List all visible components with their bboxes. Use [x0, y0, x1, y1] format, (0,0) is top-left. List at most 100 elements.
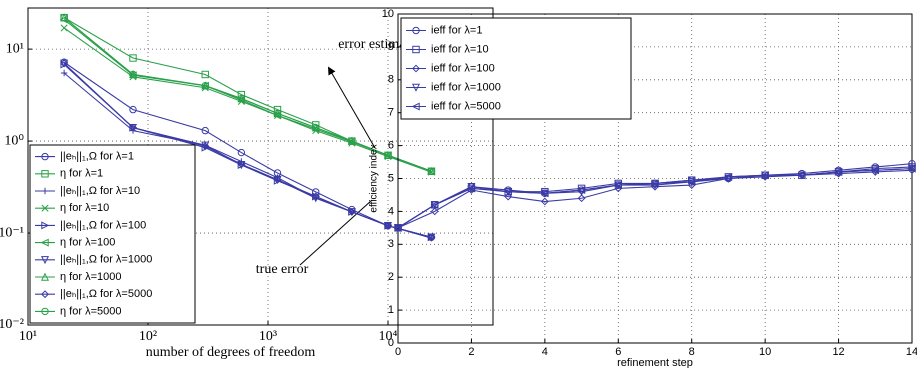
- data-point: [467, 184, 476, 193]
- legend-label: ||eₕ||₁,Ω for λ=1000: [60, 254, 152, 266]
- series-line: [397, 169, 913, 229]
- legend-label: η for λ=1: [60, 168, 103, 180]
- data-point: [613, 181, 622, 190]
- y-tick-label: 7: [388, 107, 394, 119]
- data-point: [384, 151, 392, 160]
- legend-label: ieff for λ=10: [431, 43, 489, 55]
- y-tick-label: 8: [388, 74, 394, 86]
- data-point: [129, 70, 137, 79]
- y-tick-label: 10⁻²: [0, 317, 24, 332]
- series-line: [397, 168, 913, 229]
- data-point: [273, 109, 282, 118]
- data-point: [237, 160, 246, 169]
- data-point: [724, 172, 733, 181]
- data-point: [129, 123, 137, 132]
- legend-label: ||eₕ||₁,Ω for λ=100: [60, 219, 146, 231]
- legend-marker: [412, 45, 420, 54]
- data-point: [430, 200, 439, 209]
- legend-box: [400, 17, 632, 120]
- series-line: [63, 17, 432, 172]
- legend-marker: [41, 204, 49, 212]
- x-tick-label: 14: [906, 346, 917, 358]
- x-tick-label: 4: [542, 346, 548, 358]
- legend-marker: [41, 307, 49, 316]
- y-tick-label: 10⁻¹: [0, 225, 24, 240]
- arrow: [299, 199, 373, 266]
- legend-marker: [40, 272, 50, 281]
- data-point: [201, 70, 209, 79]
- arrow: [328, 66, 376, 149]
- legend-marker: [41, 221, 50, 230]
- x-tick-label: 8: [689, 346, 695, 358]
- legend-marker: [412, 26, 420, 35]
- data-point: [60, 13, 68, 22]
- legend-label: ieff for λ=100: [431, 62, 495, 74]
- data-point: [201, 82, 209, 90]
- series-line: [63, 61, 432, 238]
- y-tick-label: 10: [382, 8, 394, 20]
- legend-box: [29, 144, 196, 324]
- legend-label: ieff for λ=5000: [431, 100, 501, 112]
- x-tick-label: 10²: [139, 329, 157, 344]
- y-tick-label: 2: [388, 271, 394, 283]
- data-point: [60, 69, 68, 77]
- x-tick-label: 10³: [259, 329, 277, 344]
- legend-label: η for λ=5000: [60, 305, 121, 317]
- legend-marker: [412, 64, 420, 73]
- data-point: [393, 224, 403, 233]
- data-point: [129, 105, 137, 114]
- data-point: [760, 171, 769, 180]
- data-point: [393, 223, 402, 232]
- annotation: true error: [256, 262, 309, 277]
- data-point: [504, 192, 513, 201]
- legend-marker: [41, 152, 49, 161]
- data-point: [540, 189, 549, 198]
- y-tick-label: 6: [388, 140, 394, 152]
- y-tick-label: 5: [388, 172, 394, 184]
- data-point: [347, 207, 356, 216]
- legend-marker: [411, 102, 420, 111]
- x-tick-label: 10: [759, 346, 771, 358]
- y-tick-label: 4: [388, 205, 394, 217]
- y-tick-label: 10⁰: [4, 133, 24, 148]
- data-point: [60, 24, 68, 32]
- legend-marker: [40, 238, 49, 247]
- legend-label: ieff for λ=1000: [431, 81, 501, 93]
- data-point: [201, 126, 209, 135]
- plot-frame: [397, 13, 913, 344]
- data-point: [384, 221, 392, 230]
- x-axis-label: number of degrees of freedom: [146, 345, 316, 360]
- data-point: [430, 201, 439, 210]
- data-point: [237, 94, 246, 103]
- data-point: [237, 160, 246, 169]
- legend-marker: [40, 256, 50, 265]
- data-point: [430, 207, 439, 216]
- y-tick-label: 1: [388, 304, 394, 316]
- data-point: [540, 197, 549, 206]
- x-axis-label: refinement step: [617, 357, 693, 368]
- legend-marker: [41, 187, 49, 195]
- data-point: [797, 171, 806, 180]
- y-tick-label: 0: [388, 337, 394, 349]
- x-tick-label: 10⁴: [379, 329, 398, 344]
- data-point: [687, 177, 696, 186]
- data-point: [273, 105, 282, 114]
- x-tick-label: 2: [468, 346, 474, 358]
- data-point: [129, 54, 137, 62]
- legend-label: η for λ=100: [60, 237, 115, 249]
- y-tick-label: 9: [388, 41, 394, 53]
- x-tick-label: 12: [832, 346, 844, 358]
- data-point: [503, 187, 512, 196]
- legend-label: ieff for λ=1: [431, 24, 482, 36]
- data-point: [427, 233, 436, 242]
- legend-label: η for λ=1000: [60, 271, 121, 283]
- data-point: [834, 167, 843, 176]
- legend-label: ||eₕ||₁,Ω for λ=5000: [60, 288, 152, 300]
- y-axis-label: efficiency index: [369, 144, 380, 212]
- legend-marker: [41, 290, 49, 299]
- legend-label: η for λ=10: [60, 202, 109, 214]
- data-point: [312, 123, 320, 132]
- data-point: [201, 142, 210, 151]
- x-tick-label: 6: [615, 346, 621, 358]
- data-point: [467, 183, 476, 192]
